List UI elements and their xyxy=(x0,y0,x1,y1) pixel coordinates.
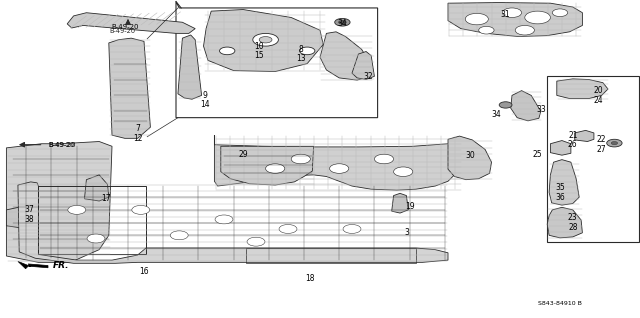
Circle shape xyxy=(220,47,235,55)
Text: 31: 31 xyxy=(500,10,511,19)
Circle shape xyxy=(499,102,512,108)
Polygon shape xyxy=(392,193,408,213)
Text: S843-84910 B: S843-84910 B xyxy=(538,301,582,306)
Polygon shape xyxy=(109,38,150,138)
Circle shape xyxy=(253,33,278,46)
Text: 24: 24 xyxy=(593,96,604,105)
Text: FR.: FR. xyxy=(52,261,69,270)
Polygon shape xyxy=(448,3,582,37)
Circle shape xyxy=(247,237,265,246)
Circle shape xyxy=(68,205,86,214)
Text: 36: 36 xyxy=(555,193,565,202)
Text: 3: 3 xyxy=(404,228,409,237)
Polygon shape xyxy=(84,175,109,201)
Text: 33: 33 xyxy=(536,105,546,114)
Polygon shape xyxy=(448,136,492,180)
Text: 7: 7 xyxy=(135,124,140,133)
Text: 22: 22 xyxy=(597,135,606,144)
Polygon shape xyxy=(176,2,378,118)
Text: 19: 19 xyxy=(404,202,415,211)
Text: 28: 28 xyxy=(568,223,577,232)
Circle shape xyxy=(479,26,494,34)
Polygon shape xyxy=(547,207,582,238)
Polygon shape xyxy=(204,10,323,72)
Circle shape xyxy=(266,164,285,173)
Circle shape xyxy=(339,20,346,24)
Circle shape xyxy=(611,142,618,145)
Polygon shape xyxy=(18,261,48,269)
Text: B-49-20: B-49-20 xyxy=(110,28,136,34)
Text: 12: 12 xyxy=(133,134,142,143)
Circle shape xyxy=(300,47,315,55)
Circle shape xyxy=(515,25,534,35)
Text: 27: 27 xyxy=(596,145,607,154)
Text: 10: 10 xyxy=(254,42,264,51)
Circle shape xyxy=(259,37,272,43)
Text: 30: 30 xyxy=(465,151,476,160)
Circle shape xyxy=(502,8,522,17)
Text: 37: 37 xyxy=(24,205,34,214)
Circle shape xyxy=(374,154,394,164)
Text: 26: 26 xyxy=(568,140,578,149)
Text: 21: 21 xyxy=(568,131,577,140)
Text: 8: 8 xyxy=(298,45,303,54)
Text: 35: 35 xyxy=(555,183,565,192)
Text: 17: 17 xyxy=(100,194,111,203)
Text: 13: 13 xyxy=(296,54,306,63)
Polygon shape xyxy=(352,52,374,80)
Polygon shape xyxy=(67,13,195,33)
Polygon shape xyxy=(6,142,112,262)
Polygon shape xyxy=(549,160,579,205)
Text: 23: 23 xyxy=(568,213,578,222)
Text: 38: 38 xyxy=(24,215,34,224)
Circle shape xyxy=(170,231,188,240)
Text: 34: 34 xyxy=(491,110,501,119)
Circle shape xyxy=(552,9,568,17)
Text: B-49-20: B-49-20 xyxy=(111,24,138,30)
Polygon shape xyxy=(18,182,448,263)
Text: 25: 25 xyxy=(532,150,543,159)
Polygon shape xyxy=(547,76,639,242)
Polygon shape xyxy=(557,79,608,99)
Circle shape xyxy=(215,215,233,224)
Text: 32: 32 xyxy=(363,72,373,81)
Circle shape xyxy=(394,167,413,176)
Polygon shape xyxy=(320,32,372,80)
Text: B-49-20: B-49-20 xyxy=(48,142,76,148)
Polygon shape xyxy=(6,205,38,229)
Circle shape xyxy=(525,11,550,24)
Circle shape xyxy=(132,205,150,214)
Polygon shape xyxy=(221,146,314,185)
Polygon shape xyxy=(550,141,571,155)
Circle shape xyxy=(330,164,349,173)
Polygon shape xyxy=(178,35,202,99)
Text: 9: 9 xyxy=(202,91,207,100)
Text: 34: 34 xyxy=(337,19,348,28)
Circle shape xyxy=(335,18,350,26)
Polygon shape xyxy=(511,91,541,121)
Circle shape xyxy=(607,139,622,147)
Text: B-49-20: B-49-20 xyxy=(48,142,74,148)
Circle shape xyxy=(87,234,105,243)
Circle shape xyxy=(291,154,310,164)
Text: 18: 18 xyxy=(306,274,315,283)
Circle shape xyxy=(279,225,297,233)
Text: 20: 20 xyxy=(593,86,604,95)
Text: 16: 16 xyxy=(139,267,149,276)
Text: 14: 14 xyxy=(200,100,210,109)
Circle shape xyxy=(343,225,361,233)
Polygon shape xyxy=(214,135,461,190)
Text: 29: 29 xyxy=(238,150,248,159)
Text: 15: 15 xyxy=(254,51,264,60)
Circle shape xyxy=(465,13,488,25)
Polygon shape xyxy=(575,130,594,142)
